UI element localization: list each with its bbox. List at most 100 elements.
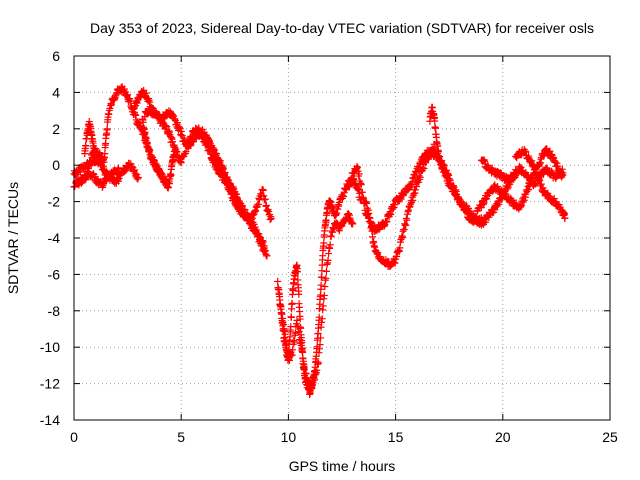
x-tick-label: 25 (602, 429, 618, 445)
data-series (81, 118, 104, 165)
data-point (134, 173, 142, 181)
data-point (290, 338, 298, 346)
data-point (357, 181, 365, 189)
data-point (537, 180, 545, 188)
data-series (207, 154, 275, 225)
data-point (402, 221, 410, 229)
data-point (403, 216, 411, 224)
data-point (320, 291, 328, 299)
data-point (431, 117, 439, 125)
data-point (348, 176, 356, 184)
data-series (430, 144, 520, 229)
y-axis-title: SDTVAR / TECUs (5, 182, 21, 294)
y-tick-label: -14 (40, 412, 60, 428)
data-point (316, 341, 324, 349)
data-point (101, 150, 109, 158)
data-series (477, 156, 567, 190)
data-point (289, 287, 297, 295)
data-point (294, 268, 302, 276)
data-point (281, 330, 289, 338)
y-tick-label: 4 (52, 84, 60, 100)
data-point (199, 131, 207, 139)
data-point (267, 214, 275, 222)
axis-ticks: 0 5 10 15 20 25 -14 -12 -10 -8 -6 -4 -2 0 2 4 6 (40, 48, 618, 445)
data-point (324, 256, 332, 264)
data-point (274, 277, 282, 285)
data-point (295, 328, 303, 336)
x-tick-label: 5 (177, 429, 185, 445)
data-point (254, 200, 262, 208)
y-tick-label: 0 (52, 157, 60, 173)
data-point (319, 302, 327, 310)
data-series (72, 164, 123, 191)
data-point (313, 366, 321, 374)
data-point (96, 149, 104, 157)
data-point (322, 267, 330, 275)
data-point (438, 157, 446, 165)
data-point (115, 169, 123, 177)
y-tick-label: 2 (52, 121, 60, 137)
x-tick-label: 0 (70, 429, 78, 445)
data-point (369, 233, 377, 241)
data-point (261, 246, 269, 254)
data-point (173, 119, 181, 127)
data-point (315, 313, 323, 321)
data-point (120, 85, 128, 93)
y-tick-label: -4 (48, 230, 61, 246)
data-point (525, 186, 533, 194)
data-point (355, 170, 363, 178)
data-point (349, 220, 357, 228)
data-point (561, 214, 569, 222)
data-point (317, 334, 325, 342)
data-series (512, 145, 569, 222)
data-point (326, 241, 334, 249)
y-tick-label: -6 (48, 266, 61, 282)
x-axis-title: GPS time / hours (289, 458, 396, 474)
data-point (288, 299, 296, 307)
data-point (298, 347, 306, 355)
data-point (261, 195, 269, 203)
data-point (282, 340, 290, 348)
chart-title: Day 353 of 2023, Sidereal Day-to-day VTE… (90, 20, 594, 36)
data-point (317, 281, 325, 289)
data-point (263, 252, 271, 260)
data-point (320, 239, 328, 247)
data-point (277, 302, 285, 310)
data-point (325, 250, 333, 258)
data-point (397, 195, 405, 203)
data-point (259, 238, 267, 246)
data-point (318, 273, 326, 281)
data-point (440, 162, 448, 170)
data-point (171, 147, 179, 155)
data-point (216, 157, 224, 165)
data-point (287, 313, 295, 321)
y-tick-label: 6 (52, 48, 60, 64)
data-point (321, 283, 329, 291)
data-point (296, 315, 304, 323)
data-point (291, 329, 299, 337)
y-tick-label: -12 (40, 376, 60, 392)
data-point (318, 315, 326, 323)
y-tick-label: -2 (48, 194, 61, 210)
data-point (103, 125, 111, 133)
data-series (276, 210, 357, 389)
data-point (346, 183, 354, 191)
data-point (520, 196, 528, 204)
x-tick-label: 20 (495, 429, 511, 445)
x-tick-label: 15 (388, 429, 404, 445)
data-series (139, 115, 179, 192)
y-tick-label: -10 (40, 339, 60, 355)
data-point (322, 274, 330, 282)
data-point (420, 165, 428, 173)
data-point (167, 171, 175, 179)
data-point (432, 124, 440, 132)
x-tick-label: 10 (281, 429, 297, 445)
data-series (362, 140, 438, 270)
data-series-layer (70, 83, 569, 398)
data-point (295, 290, 303, 298)
data-point (399, 233, 407, 241)
data-point (82, 142, 90, 150)
data-point (559, 171, 567, 179)
data-point (314, 359, 322, 367)
